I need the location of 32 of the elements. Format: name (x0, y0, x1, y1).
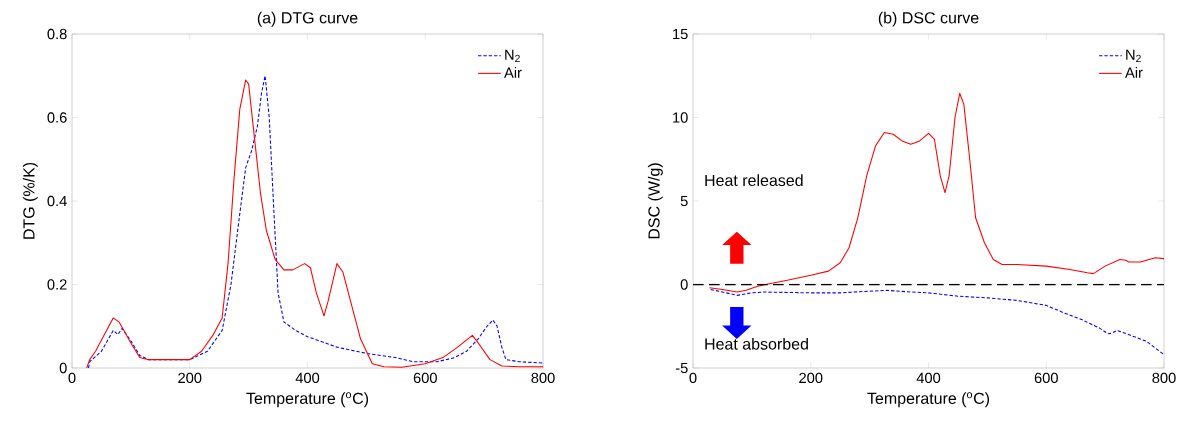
y-tick-label: -5 (675, 362, 688, 374)
y-tick-label: 0.2 (47, 279, 67, 290)
y-tick-label: 0 (680, 279, 688, 290)
legend-label: N$_{2}$ (505, 49, 520, 62)
annotation: Heat absorbed (705, 337, 808, 350)
x-tick-label: 800 (1152, 372, 1176, 384)
x-axis-title: Temperature ($^{o}$C) (867, 392, 990, 408)
chart-title: (b) DSC curve (878, 11, 979, 27)
x-tick-label: 200 (178, 372, 202, 384)
y-axis-title: DTG (%/K) (22, 162, 38, 239)
y-tick-label: 15 (673, 28, 688, 40)
y-tick-label: 0.8 (47, 28, 67, 40)
x-axis-title: Temperature ($^{o}$C) (246, 392, 369, 408)
y-tick-label: 10 (673, 112, 688, 123)
y-tick-label: 5 (680, 195, 688, 207)
y-tick-label: 0 (59, 362, 67, 374)
y-axis-title: DSC (W/g) (647, 163, 663, 239)
x-tick-label: 600 (413, 372, 437, 384)
y-tick-label: 0.4 (47, 195, 67, 207)
legend-label: N$_{2}$ (1126, 49, 1141, 62)
y-tick-label: 0.6 (47, 112, 67, 123)
x-tick-label: 400 (295, 372, 320, 384)
x-tick-label: 600 (1034, 372, 1058, 384)
legend-label: Air (504, 67, 522, 78)
x-tick-label: 800 (531, 372, 555, 384)
annotation: Heat released (705, 174, 803, 187)
x-tick-label: 400 (916, 372, 941, 384)
chart-title: (a) DTG curve (257, 11, 358, 27)
x-tick-label: 0 (68, 372, 76, 384)
x-tick-label: 200 (799, 372, 823, 384)
x-tick-label: 0 (689, 372, 697, 384)
legend-label: Air (1125, 67, 1143, 78)
